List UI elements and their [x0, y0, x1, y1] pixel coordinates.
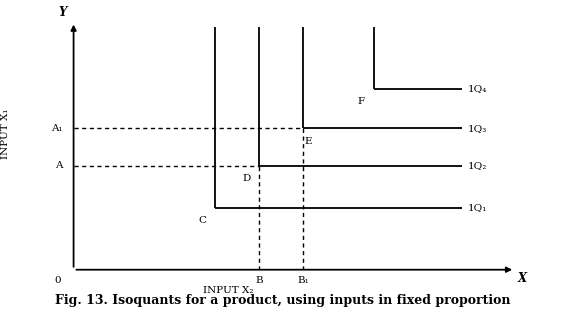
Text: 1Q₃: 1Q₃ [468, 124, 487, 133]
Text: B: B [255, 276, 263, 286]
Text: A: A [55, 161, 62, 170]
Text: B₁: B₁ [297, 276, 309, 286]
Text: F: F [358, 97, 365, 106]
Text: 0: 0 [55, 276, 62, 286]
Text: Y: Y [58, 6, 67, 19]
Text: X: X [517, 272, 526, 285]
Text: 1Q₁: 1Q₁ [468, 203, 487, 212]
Text: C: C [199, 216, 207, 225]
Text: A₁: A₁ [51, 124, 62, 133]
Text: Fig. 13. Isoquants for a product, using inputs in fixed proportion: Fig. 13. Isoquants for a product, using … [55, 294, 511, 307]
Text: INPUT X₂: INPUT X₂ [203, 286, 254, 295]
Text: 1Q₄: 1Q₄ [468, 84, 487, 93]
Text: INPUT X₁: INPUT X₁ [1, 108, 10, 158]
Text: 1Q₂: 1Q₂ [468, 161, 487, 170]
Text: E: E [305, 137, 312, 146]
Text: D: D [242, 174, 251, 183]
